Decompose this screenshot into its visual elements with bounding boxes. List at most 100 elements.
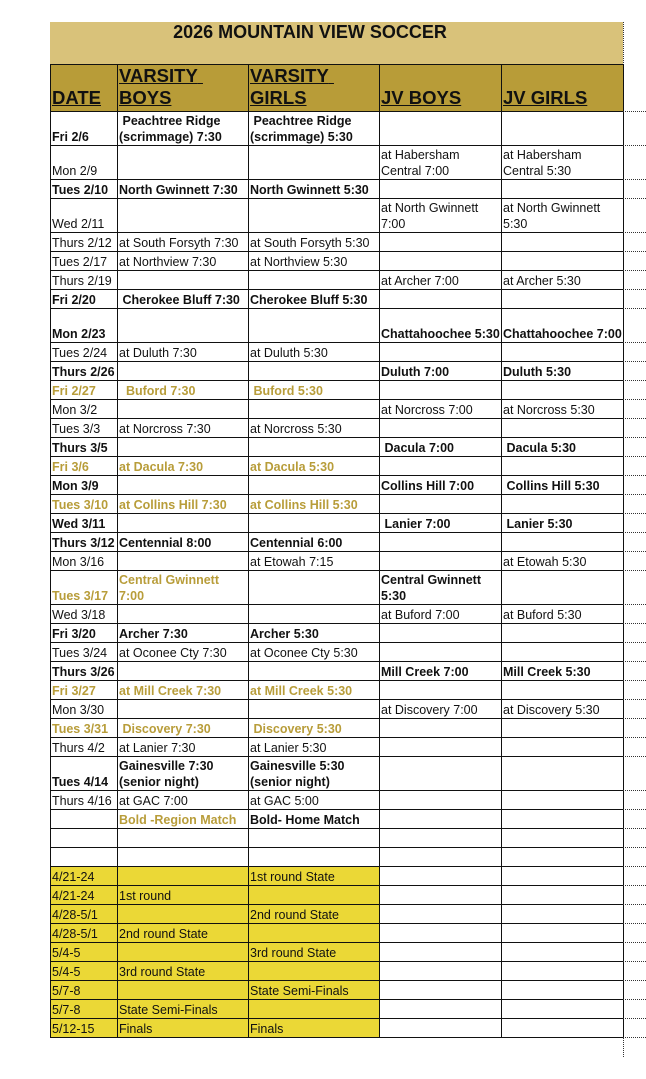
cell-varsity-girls: at Dacula 5:30 xyxy=(248,456,380,476)
cell-date: Mon 2/23 xyxy=(50,308,118,343)
cell-date: Wed 2/11 xyxy=(50,198,118,233)
cell-jv-boys xyxy=(379,885,502,905)
margin-gridline xyxy=(623,379,646,381)
cell-date: 5/12-15 xyxy=(50,1018,118,1038)
cell-varsity-boys: Buford 7:30 xyxy=(117,380,249,400)
margin-gridline xyxy=(623,569,646,571)
cell-jv-boys xyxy=(379,737,502,757)
cell-jv-boys xyxy=(379,532,502,552)
margin-gridline xyxy=(623,736,646,738)
cell-date: Thurs 3/26 xyxy=(50,661,118,681)
cell-jv-boys: Lanier 7:00 xyxy=(379,513,502,533)
cell-varsity-boys: Centennial 8:00 xyxy=(117,532,249,552)
title-banner: 2026 MOUNTAIN VIEW SOCCER xyxy=(50,22,623,64)
cell-date xyxy=(50,809,118,829)
cell-varsity-boys: at Duluth 7:30 xyxy=(117,342,249,362)
cell-varsity-girls xyxy=(248,513,380,533)
cell-varsity-girls xyxy=(248,961,380,981)
cell-varsity-boys xyxy=(117,361,249,381)
table-row: Thurs 4/16 at GAC 7:00 at GAC 5:00 xyxy=(50,790,624,810)
cell-jv-boys xyxy=(379,866,502,886)
table-row: Thurs 4/2 at Lanier 7:30 at Lanier 5:30 xyxy=(50,737,624,757)
margin-gridline xyxy=(623,144,646,146)
margin-gridline xyxy=(623,436,646,438)
cell-varsity-boys xyxy=(117,847,249,867)
header-row: DATE VARSITY BOYS VARSITY GIRLS JV BOYS … xyxy=(50,64,624,112)
cell-varsity-boys: Archer 7:30 xyxy=(117,623,249,643)
cell-jv-girls xyxy=(501,737,624,757)
cell-jv-girls: Lanier 5:30 xyxy=(501,513,624,533)
cell-jv-girls xyxy=(501,828,624,848)
margin-gridline xyxy=(623,398,646,400)
cell-jv-boys xyxy=(379,179,502,199)
cell-date: 5/4-5 xyxy=(50,961,118,981)
table-row: Mon 2/9 at Habersham Central 7:00 at Haber… xyxy=(50,145,624,180)
cell-jv-girls xyxy=(501,790,624,810)
cell-varsity-girls: 2nd round State xyxy=(248,904,380,924)
cell-date xyxy=(50,828,118,848)
cell-date: 4/28-5/1 xyxy=(50,923,118,943)
cell-date: 4/28-5/1 xyxy=(50,904,118,924)
cell-date: Thurs 2/26 xyxy=(50,361,118,381)
table-row: Mon 2/23 Chattahoochee 5:30 Chattahoochee … xyxy=(50,308,624,343)
cell-varsity-boys: 1st round xyxy=(117,885,249,905)
cell-jv-boys xyxy=(379,923,502,943)
cell-date: Tues 2/24 xyxy=(50,342,118,362)
margin-gridline xyxy=(623,698,646,700)
cell-jv-girls xyxy=(501,251,624,271)
state-playoff-row: 4/28-5/1 2nd round State xyxy=(50,904,624,924)
cell-varsity-girls: Peachtree Ridge (scrimmage) 5:30 xyxy=(248,111,380,146)
cell-jv-girls xyxy=(501,680,624,700)
cell-jv-girls xyxy=(501,756,624,791)
margin-gridline xyxy=(623,660,646,662)
cell-date: Thurs 4/16 xyxy=(50,790,118,810)
cell-date: Tues 3/31 xyxy=(50,718,118,738)
cell-varsity-boys: at Norcross 7:30 xyxy=(117,418,249,438)
cell-varsity-boys: at Northview 7:30 xyxy=(117,251,249,271)
cell-varsity-girls xyxy=(248,145,380,180)
cell-date: Tues 4/14 xyxy=(50,756,118,791)
cell-varsity-boys xyxy=(117,437,249,457)
cell-jv-boys xyxy=(379,756,502,791)
cell-varsity-girls xyxy=(248,923,380,943)
cell-varsity-boys xyxy=(117,399,249,419)
cell-jv-girls xyxy=(501,456,624,476)
table-row: Fri 3/27 at Mill Creek 7:30 at Mill Creek … xyxy=(50,680,624,700)
table-row: Bold -Region Match Bold- Home Match xyxy=(50,809,624,829)
table-row: Thurs 2/12 at South Forsyth 7:30 at South … xyxy=(50,232,624,252)
table-row: Tues 2/10 North Gwinnett 7:30 North Gwinne… xyxy=(50,179,624,199)
table-row: Fri 2/6 Peachtree Ridge (scrimmage) 7:30… xyxy=(50,111,624,146)
cell-jv-boys xyxy=(379,494,502,514)
cell-jv-boys xyxy=(379,642,502,662)
cell-jv-girls xyxy=(501,980,624,1000)
table-row: Tues 2/24 at Duluth 7:30 at Duluth 5:30 xyxy=(50,342,624,362)
table-row: Wed 2/11 at North Gwinnett 7:00 at North G… xyxy=(50,198,624,233)
cell-jv-boys xyxy=(379,904,502,924)
cell-varsity-boys xyxy=(117,551,249,571)
cell-varsity-girls xyxy=(248,999,380,1019)
cell-jv-boys xyxy=(379,380,502,400)
cell-varsity-girls: 3rd round State xyxy=(248,942,380,962)
cell-date: Tues 3/24 xyxy=(50,642,118,662)
cell-varsity-boys: Peachtree Ridge (scrimmage) 7:30 xyxy=(117,111,249,146)
cell-varsity-girls: at Lanier 5:30 xyxy=(248,737,380,757)
table-row xyxy=(50,847,624,867)
margin-gridline xyxy=(623,1036,646,1038)
margin-gridline xyxy=(623,493,646,495)
state-playoff-row: 4/21-24 1st round xyxy=(50,885,624,905)
cell-varsity-girls: at Duluth 5:30 xyxy=(248,342,380,362)
cell-varsity-boys xyxy=(117,198,249,233)
table-row: Fri 3/6 at Dacula 7:30 at Dacula 5:30 xyxy=(50,456,624,476)
margin-gridline xyxy=(623,717,646,719)
cell-jv-girls xyxy=(501,866,624,886)
cell-date: 4/21-24 xyxy=(50,885,118,905)
cell-varsity-boys: at Mill Creek 7:30 xyxy=(117,680,249,700)
cell-jv-girls xyxy=(501,179,624,199)
cell-varsity-boys xyxy=(117,942,249,962)
cell-jv-boys xyxy=(379,289,502,309)
header-jv-boys: JV BOYS xyxy=(379,64,502,112)
margin-gridline xyxy=(623,979,646,981)
cell-varsity-girls: at Northview 5:30 xyxy=(248,251,380,271)
margin-gridline xyxy=(623,307,646,309)
cell-jv-boys: Chattahoochee 5:30 xyxy=(379,308,502,343)
